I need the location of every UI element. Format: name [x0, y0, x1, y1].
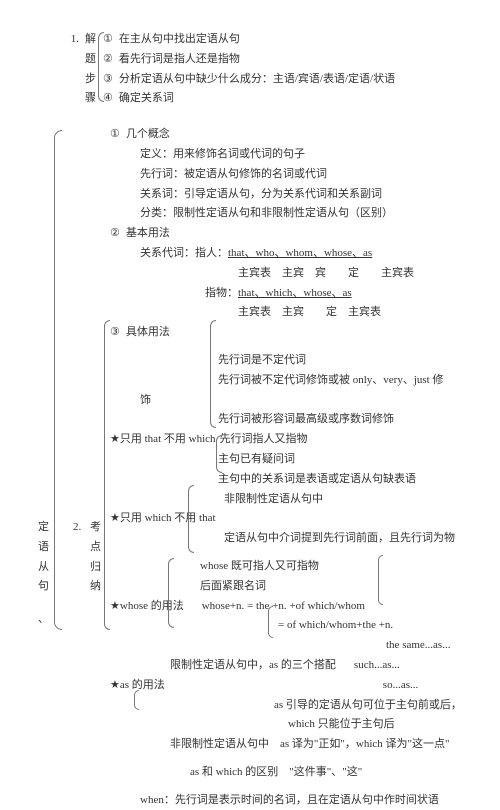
that-head: 只用 that 不用 which 先行词指人又指物: [110, 430, 490, 450]
brace-as: [168, 558, 174, 628]
step-text: 分析定语从句中缺少什么成分：主语/宾语/表语/定语/状语: [119, 70, 395, 90]
as-opt: the same...as...: [386, 636, 490, 656]
circle-num: ①: [110, 125, 120, 145]
which-line: 非限制性定语从句中: [224, 490, 490, 510]
as-head: as 的用法 so...as...: [110, 676, 490, 696]
basic-title: 基本用法: [126, 224, 170, 244]
concept-line: 关系词：引导定语从句，分为关系代词和关系副词: [140, 185, 490, 205]
section-2-label: 考 点 归 纳: [90, 518, 101, 597]
step-label-char: 骤: [85, 89, 97, 109]
brace-when: [134, 690, 139, 710]
section-2-number: 2.: [73, 518, 81, 538]
step-row: 1. 解 ① 在主从句中找出定语从句: [65, 30, 490, 50]
which-line: 定语从句中介词提到先行词前面，且先行词为物: [224, 529, 490, 549]
brace-whose: [188, 485, 194, 553]
as-nonlimit: which 只能位于主句后: [288, 715, 490, 735]
shi-line: 饰: [140, 391, 490, 411]
brace-steps: [98, 32, 104, 102]
that-line: 先行词是不定代词: [218, 351, 490, 371]
as-nonlimit: as 引导的定语从句可位于主句前或后，: [274, 696, 490, 716]
that-line: 先行词被形容词最高级或序数词修饰: [218, 410, 490, 430]
main-label: 定 语 从 句: [38, 518, 49, 597]
as-limit: 限制性定语从句中，as 的三个搭配 such...as...: [170, 656, 490, 676]
circle-num: ②: [103, 50, 113, 70]
brace-as-opts: [378, 555, 383, 605]
star-icon: [110, 597, 120, 617]
brace-which: [216, 435, 222, 473]
step-text: 确定关系词: [119, 89, 174, 109]
step-row: 步 ③ 分析定语从句中缺少什么成分：主语/宾语/表语/定语/状语: [65, 70, 490, 90]
star-icon: [110, 676, 120, 696]
rel-thing: 指物： that、which、whose、as: [205, 284, 490, 304]
that-line: 先行词被不定代词修饰或被 only、very、just 修: [218, 371, 490, 391]
rel-roles: 主宾表 主宾 宾 定 主宾表: [238, 264, 490, 284]
step-label-char: 步: [85, 70, 97, 90]
brace-as-non: [268, 606, 273, 638]
circle-num: ②: [110, 224, 120, 244]
star-icon: [110, 509, 120, 529]
brace-that: [210, 320, 216, 428]
circle-num: ④: [103, 89, 113, 109]
document-root: 1. 解 ① 在主从句中找出定语从句 题 ② 看先行词是指人还是指物 步 ③ 分…: [10, 30, 490, 810]
circle-num: ③: [103, 70, 113, 90]
that-line: 主句中的关系词是表语或定语从句缺表语: [218, 470, 490, 490]
concept-line: 定义：用来修饰名词或代词的句子: [140, 145, 490, 165]
brace-usage: [104, 320, 110, 630]
whose-head: whose 的用法 whose+n. = the +n. +of which/w…: [110, 597, 490, 617]
which-head: 只用 which 不用 that: [110, 509, 490, 529]
circle-num: ①: [103, 30, 113, 50]
concept-head: ① 几个概念: [110, 125, 490, 145]
dun-mark: 、: [38, 610, 49, 630]
detail-head: ③ 具体用法: [110, 323, 490, 343]
whose-line: whose 既可指人又可指物: [200, 557, 490, 577]
that-line: 主句已有疑问词: [218, 450, 490, 470]
whose-line: 后面紧跟名词: [200, 577, 490, 597]
section-number: 1.: [65, 30, 79, 50]
star-icon: [110, 430, 120, 450]
basic-head: ② 基本用法: [110, 224, 490, 244]
rel-words: that、who、whom、whose、as: [228, 244, 372, 264]
rel-words: that、which、whose、as: [238, 284, 352, 304]
step-label-char: 解: [85, 30, 97, 50]
as-diff: as 和 which 的区别 "这件事"、"这": [190, 763, 490, 783]
step-label-char: 题: [85, 50, 97, 70]
as-nonlimit-bot: 非限制性定语从句中 as 译为"正如"，which 译为"这一点": [170, 735, 490, 755]
detail-title: 具体用法: [126, 323, 170, 343]
concept-title: 几个概念: [126, 125, 170, 145]
concept-line: 分类：限制性定语从句和非限制性定语从句（区别）: [140, 204, 490, 224]
step-row: 题 ② 看先行词是指人还是指物: [65, 50, 490, 70]
circle-num: ③: [110, 323, 120, 343]
rel-person: 关系代词：指人： that、who、whom、whose、as: [140, 244, 490, 264]
rel-roles: 主宾表 主宾 定 主宾表: [238, 303, 490, 323]
step-text: 在主从句中找出定语从句: [119, 30, 240, 50]
concept-line: 先行词：被定语从句修饰的名词或代词: [140, 165, 490, 185]
step-row: 骤 ④ 确定关系词: [65, 89, 490, 109]
step-text: 看先行词是指人还是指物: [119, 50, 240, 70]
brace-main: [54, 130, 62, 630]
when-line: when：先行词是表示时间的名词，且在定语从句中作时间状语: [140, 791, 490, 810]
